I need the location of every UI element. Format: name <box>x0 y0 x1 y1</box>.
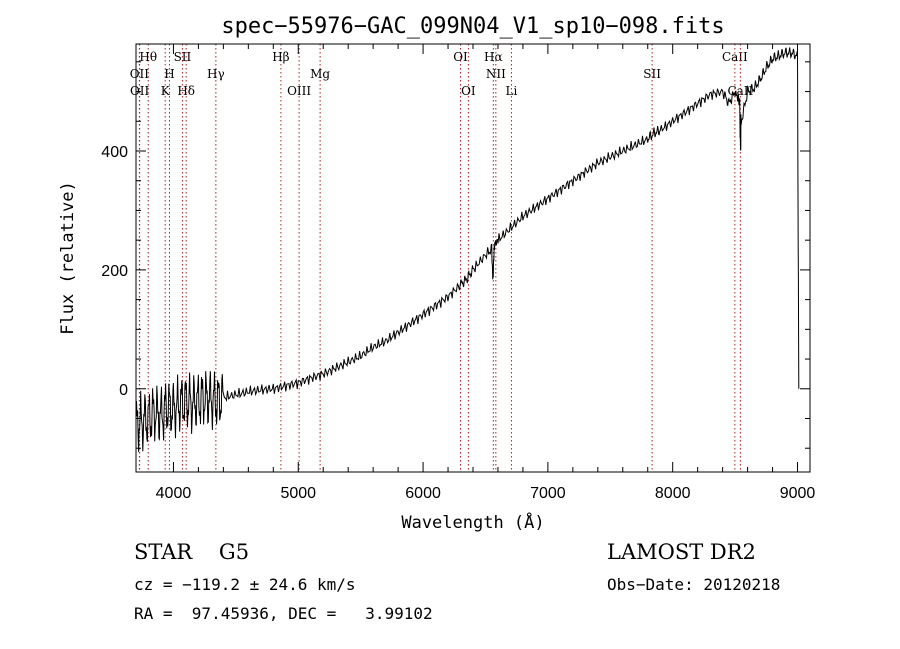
spectral-line-label-0: Hθ <box>139 50 157 64</box>
spectrum-line <box>135 47 800 452</box>
x-tick-label-6000: 6000 <box>405 485 441 502</box>
spectral-line-label-16: SII <box>643 67 661 81</box>
spectral-line-label-2: OII <box>130 84 150 98</box>
spectral-line-label-12: OI <box>461 84 476 98</box>
x-tick-label-4000: 4000 <box>156 485 192 502</box>
x-axis-label: Wavelength (Å) <box>401 511 544 533</box>
x-tick-label-9000: 9000 <box>780 485 816 502</box>
classification-label: STAR G5 <box>134 540 250 564</box>
x-tick-label-8000: 8000 <box>655 485 691 502</box>
coordinates-label: RA = 97.45936, DEC = 3.99102 <box>134 604 433 623</box>
spectral-line-label-1: OII <box>130 67 150 81</box>
spectral-line-label-15: Li <box>506 84 518 98</box>
x-tick-label-7000: 7000 <box>530 485 566 502</box>
spectral-line-label-8: Hβ <box>272 50 289 64</box>
spectral-line-label-11: OI <box>453 50 468 64</box>
x-tick-label-5000: 5000 <box>280 485 316 502</box>
spectral-line-label-4: K <box>161 84 171 98</box>
chart-title: spec−55976−GAC_099N04_V1_sp10−098.fits <box>221 14 724 39</box>
spectral-line-label-7: Hγ <box>207 67 225 81</box>
plot-frame <box>135 43 811 473</box>
y-tick-label-200: 200 <box>101 263 128 280</box>
survey-label: LAMOST DR2 <box>607 540 756 564</box>
obs-date-label: Obs−Date: 20120218 <box>607 575 781 594</box>
y-tick-label-0: 0 <box>119 382 128 399</box>
velocity-label: cz = −119.2 ± 24.6 km/s <box>134 575 356 594</box>
spectral-line-label-10: Mg <box>310 67 330 81</box>
spectral-line-label-17: CaII <box>722 50 748 64</box>
spectral-line-label-6: Hδ <box>177 84 195 98</box>
spectral-line-label-5: SII <box>174 50 192 64</box>
spectral-line-label-13: Hα <box>484 50 503 64</box>
y-tick-label-400: 400 <box>101 144 128 161</box>
spectral-line-label-9: OIII <box>287 84 311 98</box>
spectral-line-label-14: NII <box>486 67 506 81</box>
y-axis-label: Flux (relative) <box>58 181 78 335</box>
spectral-line-label-3: H <box>164 67 174 81</box>
